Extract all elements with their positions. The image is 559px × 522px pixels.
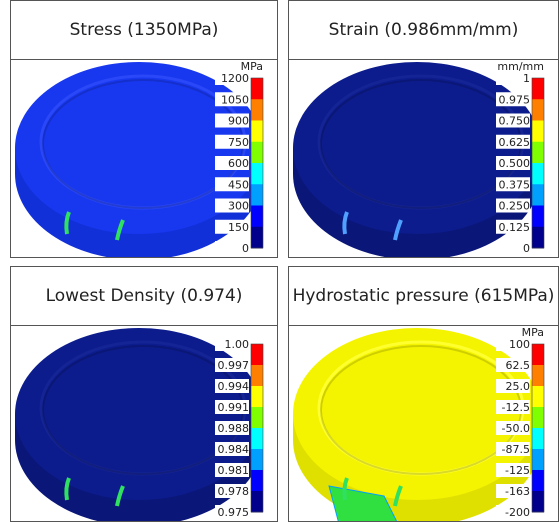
colorbar-label: 0.988 xyxy=(218,422,250,435)
colorbar-label: 0.500 xyxy=(499,157,531,170)
panel-title: Strain (0.986mm/mm) xyxy=(289,1,558,60)
result-image: 1.00 0.997 0.994 0.991 0.988 0.984 0.981 0.978 0… xyxy=(11,326,277,522)
colorbar-segment xyxy=(251,184,263,206)
result-image: mm/mm10.9750.7500.6250.5000.3750.2500.12… xyxy=(289,60,558,258)
colorbar-label: 0.250 xyxy=(499,200,531,213)
colorbar-segment xyxy=(532,163,544,185)
colorbar-label: 0.125 xyxy=(499,221,531,234)
colorbar-segment xyxy=(532,206,544,228)
colorbar-label: -87.5 xyxy=(502,443,530,456)
colorbar-segment xyxy=(251,163,263,185)
panel: Lowest Density (0.974) 1.00 0.997 0.994 0.99… xyxy=(10,266,278,522)
colorbar-label: 1050 xyxy=(221,93,249,106)
colorbar-label: 0.625 xyxy=(499,136,531,149)
result-image: MPa10062.525.0-12.5-50.0-87.5-125-163-20… xyxy=(289,326,558,522)
colorbar-label: 0.984 xyxy=(218,443,250,456)
colorbar-label: -163 xyxy=(505,485,530,498)
colorbar-segment xyxy=(251,449,263,471)
colorbar-label: -50.0 xyxy=(502,422,530,435)
colorbar-segment xyxy=(251,142,263,164)
colorbar-label: 450 xyxy=(228,178,249,191)
colorbar-segment xyxy=(532,99,544,121)
colorbar-label: 750 xyxy=(228,136,249,149)
panel-title: Hydrostatic pressure (615MPa) xyxy=(289,267,558,326)
colorbar-label: -200 xyxy=(505,506,530,519)
colorbar-label: 0.981 xyxy=(218,464,250,477)
colorbar-segment xyxy=(251,99,263,121)
panel-title: Lowest Density (0.974) xyxy=(11,267,277,326)
colorbar-label: -125 xyxy=(505,464,530,477)
colorbar-label: 62.5 xyxy=(506,359,531,372)
colorbar-segment xyxy=(251,78,263,100)
colorbar-label: 1200 xyxy=(221,72,249,85)
panel-title: Stress (1350MPa) xyxy=(11,1,277,60)
colorbar-segment xyxy=(251,428,263,450)
colorbar-segment xyxy=(251,407,263,429)
figure: Stress (1350MPa)MPa120010509007506004503… xyxy=(0,0,559,522)
colorbar-label: 0 xyxy=(523,242,530,255)
colorbar-label: 150 xyxy=(228,221,249,234)
colorbar-segment xyxy=(532,344,544,366)
colorbar-label: 0.375 xyxy=(499,178,531,191)
colorbar-segment xyxy=(532,428,544,450)
colorbar-segment xyxy=(251,491,263,513)
colorbar-label: 1.00 xyxy=(225,338,250,351)
colorbar-segment xyxy=(532,491,544,513)
colorbar-segment xyxy=(532,365,544,387)
colorbar-label: 0.997 xyxy=(218,359,250,372)
colorbar-segment xyxy=(532,78,544,100)
colorbar-segment xyxy=(251,206,263,228)
colorbar-segment xyxy=(532,470,544,492)
colorbar-label: 0.978 xyxy=(218,485,250,498)
colorbar-segment xyxy=(251,121,263,143)
colorbar-label: 300 xyxy=(228,200,249,213)
colorbar-label: 25.0 xyxy=(506,380,531,393)
colorbar-segment xyxy=(532,386,544,408)
colorbar-label: 0 xyxy=(242,242,249,255)
panel: Strain (0.986mm/mm)mm/mm10.9750.7500.625… xyxy=(288,0,559,258)
colorbar-segment xyxy=(532,227,544,249)
colorbar-label: 0.975 xyxy=(218,506,250,519)
colorbar-segment xyxy=(532,449,544,471)
panel: Hydrostatic pressure (615MPa)MPa10062.52… xyxy=(288,266,559,522)
colorbar-label: 100 xyxy=(509,338,530,351)
colorbar-label: -12.5 xyxy=(502,401,530,414)
colorbar-segment xyxy=(251,344,263,366)
colorbar-label: 1 xyxy=(523,72,530,85)
colorbar-segment xyxy=(251,386,263,408)
colorbar-segment xyxy=(251,365,263,387)
colorbar-label: 600 xyxy=(228,157,249,170)
colorbar-segment xyxy=(532,407,544,429)
colorbar-segment xyxy=(251,227,263,249)
colorbar-segment xyxy=(251,470,263,492)
colorbar-segment xyxy=(532,121,544,143)
colorbar-label: 0.994 xyxy=(218,380,250,393)
colorbar-label: 0.991 xyxy=(218,401,250,414)
colorbar-label: 900 xyxy=(228,115,249,128)
colorbar-label: 0.750 xyxy=(499,115,531,128)
colorbar-segment xyxy=(532,184,544,206)
colorbar-segment xyxy=(532,142,544,164)
colorbar-label: 0.975 xyxy=(499,93,531,106)
